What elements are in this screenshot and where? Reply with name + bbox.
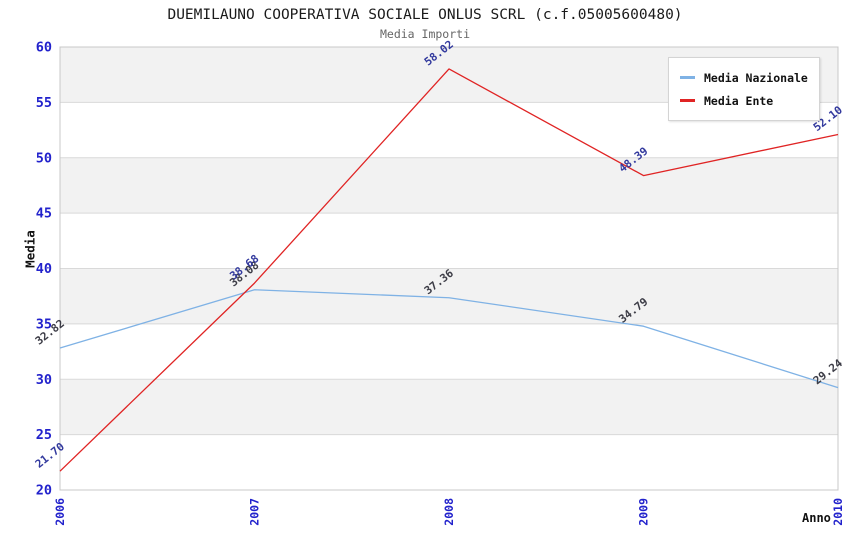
series-line-media-ente	[59, 68, 839, 472]
y-tick-label: 25	[36, 427, 52, 443]
y-tick-label: 45	[36, 206, 52, 222]
y-tick-label: 40	[36, 261, 52, 277]
legend: Media Nazionale Media Ente	[668, 57, 820, 121]
x-tick-label: 2006	[53, 498, 67, 526]
y-tick-label: 35	[36, 316, 52, 332]
y-tick-label: 60	[36, 40, 52, 56]
x-tick-label: 2008	[442, 498, 456, 526]
plot-band	[60, 268, 838, 324]
y-tick-label: 20	[36, 483, 52, 499]
x-tick-label: 2007	[248, 498, 262, 526]
chart-title: DUEMILAUNO COOPERATIVA SOCIALE ONLUS SCR…	[167, 7, 683, 23]
plot-band	[60, 157, 838, 214]
series-line-media-nazionale	[59, 289, 839, 389]
x-tick-label: 2009	[637, 498, 651, 526]
x-axis-label: Anno	[802, 511, 831, 525]
legend-line-swatch	[680, 99, 695, 102]
legend-item-media-nazionale: Media Nazionale	[680, 66, 808, 89]
legend-item-media-ente: Media Ente	[680, 89, 808, 112]
y-tick-label: 55	[36, 95, 52, 111]
legend-label: Media Ente	[704, 93, 774, 108]
legend-label: Media Nazionale	[704, 70, 808, 85]
y-tick-label: 30	[36, 372, 52, 388]
plot-band	[60, 379, 838, 435]
data-point-label: 21.70	[33, 440, 67, 471]
y-axis-label: Media	[22, 230, 38, 268]
chart-subtitle: Media Importi	[379, 27, 470, 41]
legend-line-swatch	[680, 76, 695, 79]
y-tick-label: 50	[36, 150, 52, 166]
plot-border	[59, 46, 839, 491]
x-tick-label: 2010	[831, 498, 845, 526]
